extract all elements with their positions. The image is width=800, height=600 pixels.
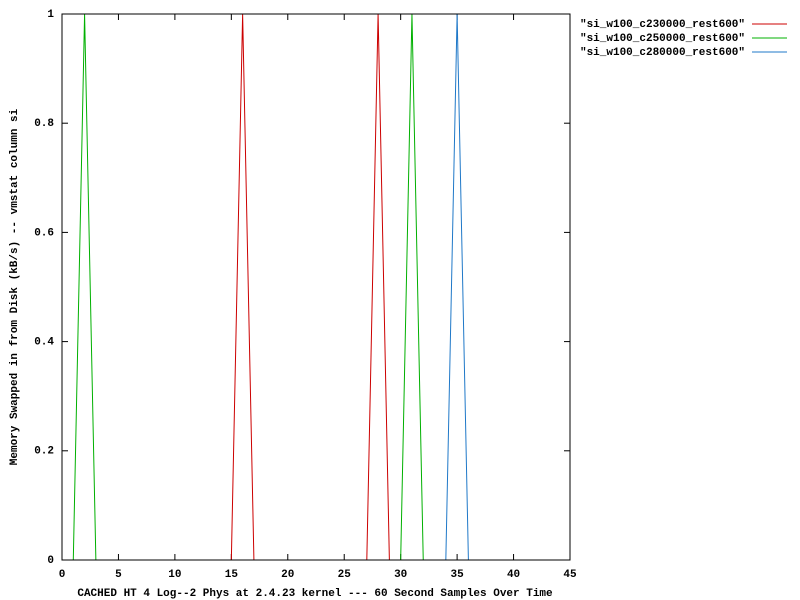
y-tick-label: 1 bbox=[47, 9, 54, 21]
y-tick-label: 0 bbox=[47, 555, 54, 567]
x-tick-label: 15 bbox=[225, 569, 239, 581]
y-tick-label: 0.8 bbox=[34, 118, 54, 130]
x-tick-label: 0 bbox=[59, 569, 66, 581]
y-tick-label: 0.6 bbox=[34, 227, 54, 239]
x-tick-label: 40 bbox=[507, 569, 520, 581]
x-tick-label: 35 bbox=[451, 569, 465, 581]
x-tick-label: 45 bbox=[563, 569, 577, 581]
x-tick-label: 5 bbox=[115, 569, 122, 581]
x-tick-label: 25 bbox=[338, 569, 352, 581]
x-tick-label: 30 bbox=[394, 569, 407, 581]
legend-label: "si_w100_c230000_rest600" bbox=[580, 19, 745, 31]
x-axis-label: CACHED HT 4 Log--2 Phys at 2.4.23 kernel… bbox=[77, 588, 553, 600]
plot-border bbox=[61, 13, 571, 561]
y-axis-label: Memory Swapped in from Disk (kB/s) -- vm… bbox=[9, 108, 21, 465]
x-tick-label: 10 bbox=[168, 569, 181, 581]
x-tick-label: 20 bbox=[281, 569, 294, 581]
legend-label: "si_w100_c250000_rest600" bbox=[580, 33, 745, 45]
y-tick-label: 0.2 bbox=[34, 446, 54, 458]
y-tick-label: 0.4 bbox=[34, 337, 54, 349]
legend-label: "si_w100_c280000_rest600" bbox=[580, 47, 745, 59]
